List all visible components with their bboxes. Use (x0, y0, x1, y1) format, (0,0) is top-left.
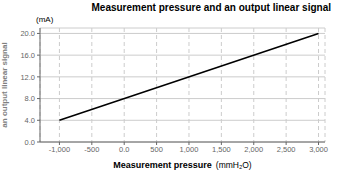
svg-text:12.0: 12.0 (20, 73, 35, 82)
svg-text:an output linear signal: an output linear signal (0, 42, 9, 127)
svg-text:3,000: 3,000 (309, 145, 328, 154)
svg-text:-500: -500 (84, 145, 99, 154)
svg-text:-1,000: -1,000 (49, 145, 70, 154)
svg-text:20.0: 20.0 (20, 29, 35, 38)
svg-text:2,000: 2,000 (244, 145, 263, 154)
svg-text:500: 500 (150, 145, 163, 154)
svg-text:8.0: 8.0 (25, 94, 35, 103)
svg-text:0.0: 0.0 (25, 138, 35, 147)
svg-text:2,500: 2,500 (277, 145, 296, 154)
svg-text:1,000: 1,000 (180, 145, 199, 154)
html-text:Measurement pressure and an ou: Measurement pressure and an output linea… (91, 2, 331, 13)
svg-text:16.0: 16.0 (20, 51, 35, 60)
svg-text:0.0: 0.0 (119, 145, 129, 154)
html-text:(mA): (mA) (36, 15, 54, 24)
html-text:Measurement pressure (mmH₂O): Measurement pressure (mmH₂O) (113, 160, 252, 170)
svg-text:4.0: 4.0 (25, 116, 35, 125)
svg-text:1,500: 1,500 (212, 145, 231, 154)
